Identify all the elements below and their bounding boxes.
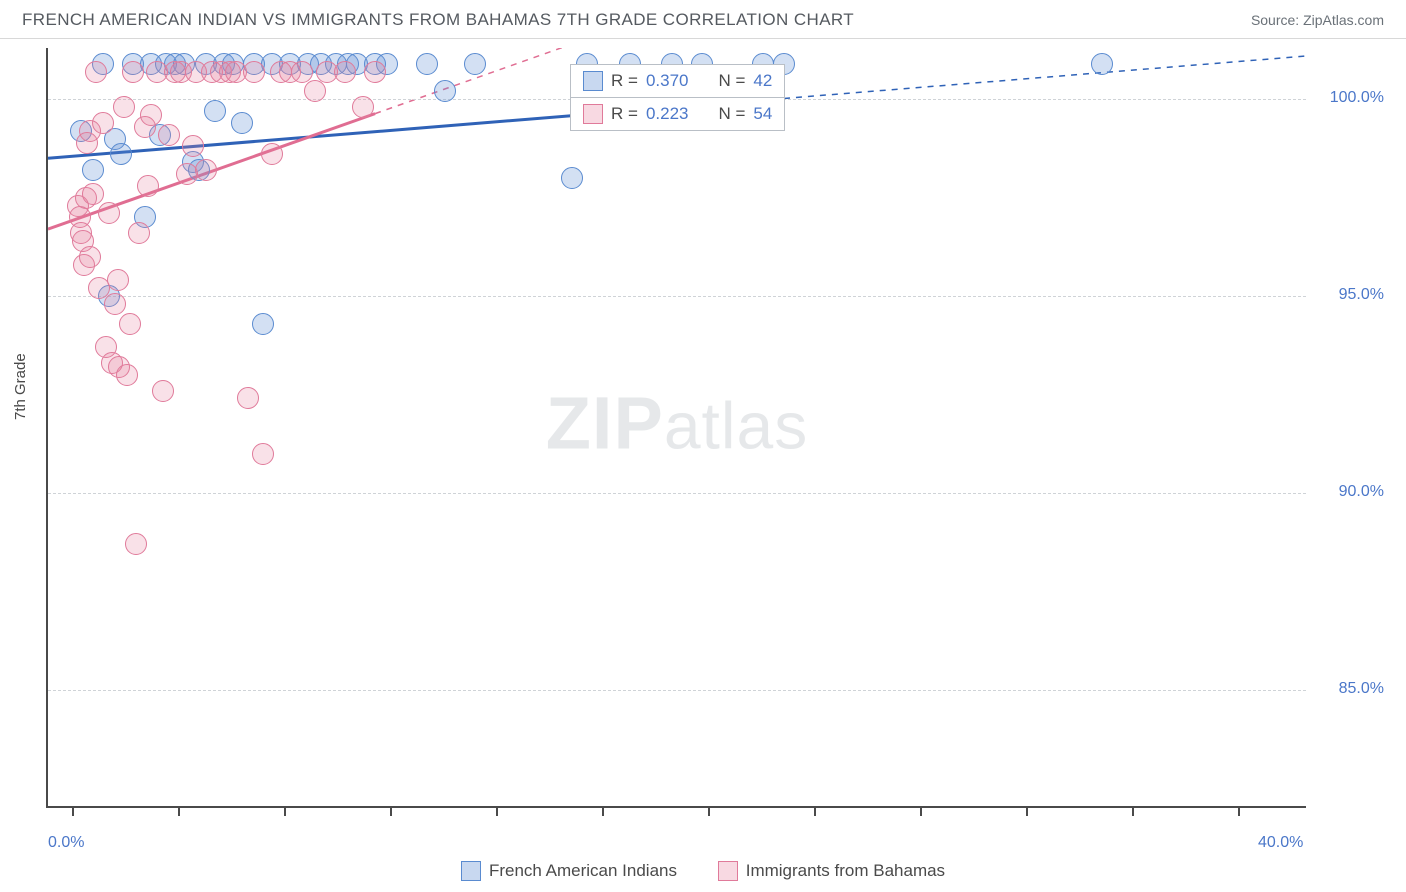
data-point [352,96,374,118]
data-point [122,61,144,83]
gridline [48,296,1306,297]
data-point [243,61,265,83]
swatch-icon [583,71,603,91]
stat-n-value: 42 [753,71,772,91]
x-tick [390,806,392,816]
y-tick-label: 85.0% [1314,680,1384,698]
data-point [152,380,174,402]
stat-n-label: N = [718,104,745,124]
page-title: FRENCH AMERICAN INDIAN VS IMMIGRANTS FRO… [22,10,854,30]
data-point [364,61,386,83]
swatch-icon [583,104,603,124]
y-tick-label: 95.0% [1314,286,1384,304]
data-point [82,159,104,181]
data-point [204,100,226,122]
legend-label: Immigrants from Bahamas [746,861,945,881]
x-tick [1026,806,1028,816]
x-tick [602,806,604,816]
swatch-icon [718,861,738,881]
chart-area: ZIPatlas 85.0%90.0%95.0%100.0%0.0%40.0%R… [46,48,1386,808]
data-point [231,112,253,134]
data-point [195,159,217,181]
data-point [104,293,126,315]
data-point [334,61,356,83]
data-point [237,387,259,409]
gridline [48,493,1306,494]
data-point [261,143,283,165]
data-point [85,61,107,83]
y-tick-label: 90.0% [1314,483,1384,501]
swatch-icon [461,861,481,881]
stats-box: R = 0.370 N = 42 [570,64,785,98]
stat-n-label: N = [718,71,745,91]
data-point [1091,53,1113,75]
stat-r-value: 0.223 [646,104,689,124]
stat-n-value: 54 [753,104,772,124]
data-point [125,533,147,555]
stat-r-label: R = [611,104,638,124]
legend-bottom: French American Indians Immigrants from … [0,861,1406,886]
data-point [158,124,180,146]
y-tick-label: 100.0% [1314,89,1384,107]
x-tick [284,806,286,816]
x-tick [920,806,922,816]
legend-item-pink: Immigrants from Bahamas [718,861,945,881]
data-point [304,80,326,102]
y-axis-title: 7th Grade [12,353,29,420]
x-max-label: 40.0% [1258,834,1303,852]
data-point [561,167,583,189]
data-point [92,112,114,134]
data-point [82,183,104,205]
x-tick [496,806,498,816]
data-point [98,202,120,224]
x-tick [814,806,816,816]
data-point [113,96,135,118]
x-min-label: 0.0% [48,834,84,852]
stats-box: R = 0.223 N = 54 [570,97,785,131]
data-point [110,143,132,165]
data-point [291,61,313,83]
plot-region: ZIPatlas 85.0%90.0%95.0%100.0%0.0%40.0%R… [46,48,1306,808]
x-tick [708,806,710,816]
trend-lines [48,48,1308,808]
data-point [79,246,101,268]
x-tick [72,806,74,816]
data-point [252,443,274,465]
data-point [252,313,274,335]
data-point [116,364,138,386]
x-tick [178,806,180,816]
data-point [434,80,456,102]
data-point [464,53,486,75]
watermark: ZIPatlas [546,380,809,465]
legend-item-blue: French American Indians [461,861,677,881]
header: FRENCH AMERICAN INDIAN VS IMMIGRANTS FRO… [0,0,1406,39]
gridline [48,690,1306,691]
x-tick [1132,806,1134,816]
legend-label: French American Indians [489,861,677,881]
data-point [140,104,162,126]
x-tick [1238,806,1240,816]
data-point [107,269,129,291]
data-point [137,175,159,197]
data-point [128,222,150,244]
stat-r-value: 0.370 [646,71,689,91]
data-point [119,313,141,335]
stat-r-label: R = [611,71,638,91]
source-attribution: Source: ZipAtlas.com [1251,12,1384,28]
data-point [416,53,438,75]
